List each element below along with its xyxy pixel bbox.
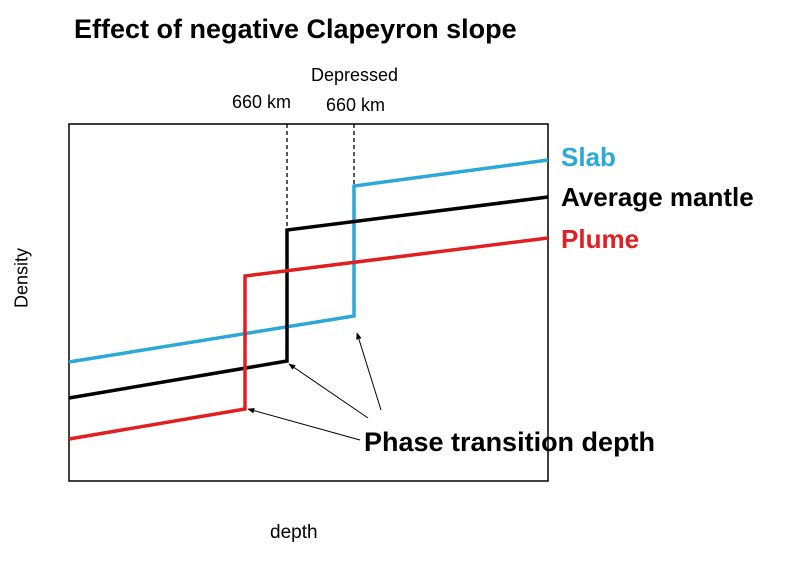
marker-depressed-label-line2: 660 km <box>326 95 386 115</box>
average-mantle-density-line <box>68 195 549 400</box>
series-label-slab: Slab <box>561 142 616 172</box>
plot-frame <box>68 123 549 482</box>
arrow-to-plume-transition <box>247 407 361 441</box>
slab-density-line <box>68 158 549 364</box>
x-axis-label: depth <box>270 522 318 543</box>
plume-density-line <box>68 236 549 441</box>
diagram-title: Effect of negative Clapeyron slope <box>74 14 517 44</box>
marker-660km-label: 660 km <box>232 92 292 112</box>
marker-depressed-label-line1: Depressed <box>311 65 399 85</box>
arrow-to-slab-transition <box>356 332 382 411</box>
phase-transition-annotation: Phase transition depth <box>364 427 656 457</box>
series-label-plume: Plume <box>561 224 640 254</box>
arrow-to-mantle-transition <box>288 363 369 419</box>
series-label-average-mantle: Average mantle <box>561 182 754 212</box>
